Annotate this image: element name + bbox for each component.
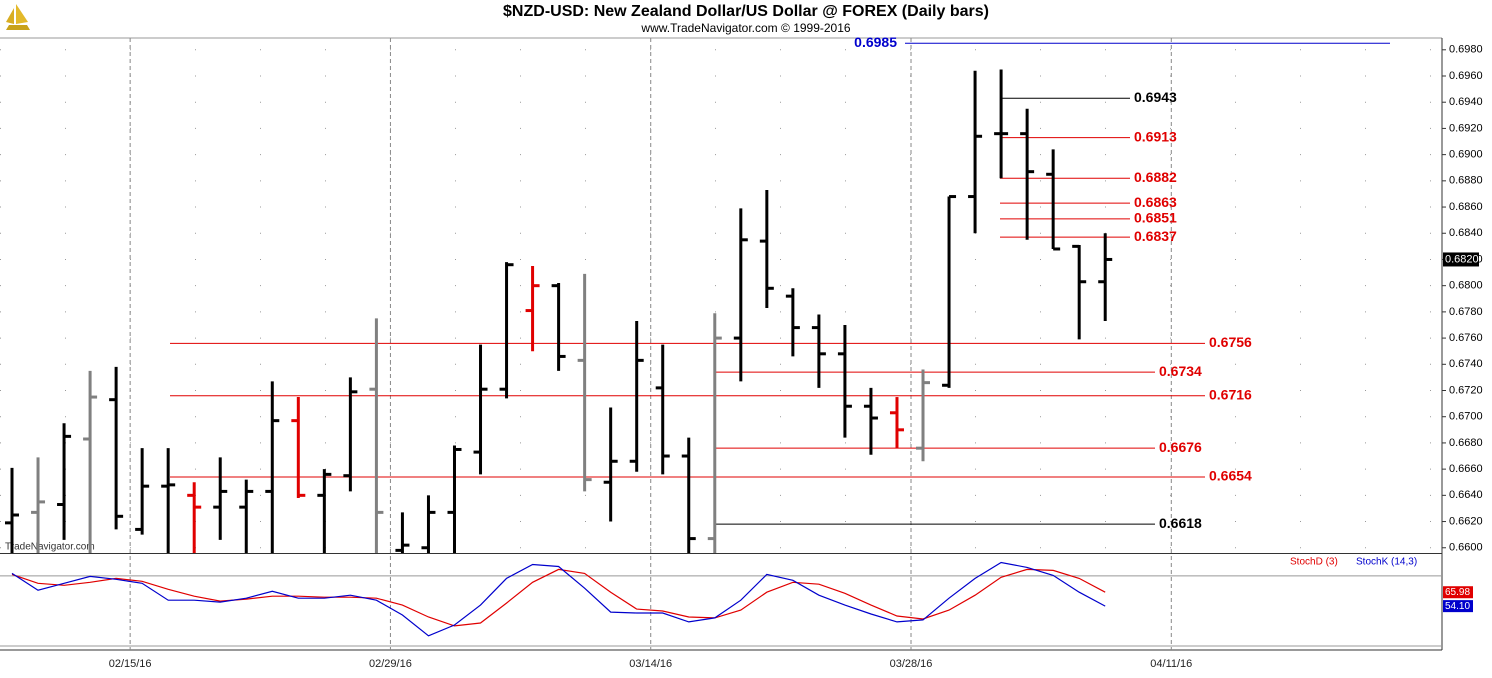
- y-tick-label: 0.6840: [1449, 227, 1483, 239]
- y-tick-label: 0.6700: [1449, 411, 1483, 423]
- level-label: 0.6654: [1209, 468, 1252, 484]
- level-label: 0.6913: [1134, 128, 1177, 144]
- stoch-line: [11, 561, 1106, 637]
- level-label: 0.6734: [1159, 363, 1202, 379]
- last-price-label: 0.6820: [1445, 253, 1479, 265]
- y-tick-label: 0.6760: [1449, 332, 1483, 344]
- x-tick-label: 03/28/16: [890, 658, 933, 670]
- chart-subtitle: www.TradeNavigator.com © 1999-2016: [640, 21, 850, 35]
- y-tick-label: 0.6600: [1449, 542, 1483, 554]
- last-value-box: [1443, 600, 1473, 613]
- watermark: TradeNavigator.com: [5, 542, 95, 553]
- level-label: 0.6882: [1134, 169, 1177, 185]
- y-tick-label: 0.6680: [1449, 437, 1483, 449]
- x-tick-label: 02/29/16: [369, 658, 412, 670]
- y-tick-label: 0.6740: [1449, 358, 1483, 370]
- y-tick-label: 0.6780: [1449, 306, 1483, 318]
- x-tick-label: 03/14/16: [629, 658, 672, 670]
- x-tick-label: 04/11/16: [1150, 658, 1192, 670]
- level-label: 0.6756: [1209, 334, 1252, 350]
- level-label: 0.6837: [1134, 228, 1177, 244]
- level-label: 0.6863: [1134, 194, 1177, 210]
- stoch-line: [11, 568, 1106, 627]
- y-tick-label: 0.6880: [1449, 175, 1483, 187]
- y-tick-label: 0.6960: [1449, 70, 1483, 82]
- level-label: 0.6618: [1159, 515, 1202, 531]
- y-tick-label: 0.6920: [1449, 122, 1483, 134]
- legend-entry: StochK (14,3): [1356, 557, 1417, 568]
- level-label: 0.6716: [1209, 386, 1252, 402]
- x-tick-label: 02/15/16: [109, 658, 152, 670]
- level-label: 0.6851: [1134, 210, 1177, 226]
- y-tick-label: 0.6800: [1449, 280, 1483, 292]
- chart-title: $NZD-USD: New Zealand Dollar/US Dollar @…: [503, 3, 989, 20]
- level-label: 0.6985: [854, 34, 897, 50]
- y-tick-label: 0.6620: [1449, 515, 1483, 527]
- last-value-label: 65.98: [1445, 587, 1470, 598]
- last-price-box: [1443, 252, 1479, 267]
- last-value-label: 54.10: [1445, 601, 1470, 612]
- level-label: 0.6943: [1134, 89, 1177, 105]
- y-tick-label: 0.6640: [1449, 489, 1483, 501]
- logo: [6, 4, 30, 30]
- level-label: 0.6676: [1159, 439, 1202, 455]
- y-tick-label: 0.6900: [1449, 149, 1483, 161]
- y-tick-label: 0.6720: [1449, 384, 1483, 396]
- y-tick-label: 0.6860: [1449, 201, 1483, 213]
- legend-entry: StochD (3): [1290, 557, 1338, 568]
- y-tick-label: 0.6940: [1449, 96, 1483, 108]
- y-tick-label: 0.6980: [1449, 44, 1483, 56]
- last-value-box: [1443, 586, 1473, 599]
- y-tick-label: 0.6660: [1449, 463, 1483, 475]
